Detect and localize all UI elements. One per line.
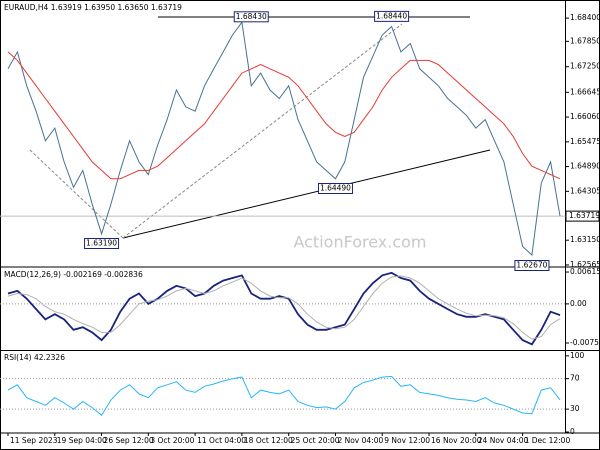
y-tick-label: 0: [570, 427, 575, 436]
x-tick-label: 11 Sep 2023: [10, 436, 58, 445]
y-tick-label: 1.67250: [570, 62, 600, 71]
y-tick-label: 1.66645: [570, 87, 600, 96]
chart-title: EURAUD,H4 1.63919 1.63950 1.63650 1.6371…: [4, 3, 182, 12]
y-tick-label: 100: [570, 351, 585, 360]
x-tick-label: 19 Sep 04:00: [57, 436, 107, 445]
y-tick-label: 1.64890: [570, 162, 600, 171]
y-tick-label: 1.64305: [570, 186, 600, 195]
price-label: 1.63190: [86, 239, 117, 248]
last-price-box: [565, 210, 600, 222]
price-label: 1.68440: [376, 11, 407, 20]
series-line: [7, 21, 561, 257]
watermark: ActionForex.com: [293, 233, 426, 252]
price-label-box: [374, 10, 410, 22]
x-tick-label: 3 Oct 20:00: [150, 436, 194, 445]
trend-line: [122, 149, 491, 239]
y-tick-label: 30: [570, 404, 580, 413]
x-tick-label: 16 Nov 20:00: [431, 436, 482, 445]
y-tick-label: 0.00: [570, 299, 587, 308]
last-price-label: 1.63719: [569, 211, 600, 220]
series-line: [7, 275, 561, 340]
price-label: 1.64490: [320, 184, 351, 193]
y-tick-label: 0.006154: [570, 267, 600, 276]
chart-title: MACD(12,26,9) -0.002169 -0.002836: [4, 270, 143, 279]
chart-title: RSI(14) 42.2326: [4, 353, 65, 362]
x-tick-label: 18 Oct 12:00: [244, 436, 293, 445]
price-label-box: [233, 11, 269, 23]
x-tick-label: 25 Oct 20:00: [291, 436, 340, 445]
x-tick-label: 2 Nov 04:00: [337, 436, 383, 445]
x-tick-label: 1 Dec 12:00: [525, 436, 571, 445]
y-tick-label: 1.67850: [570, 36, 600, 45]
y-tick-label: 1.63150: [570, 235, 600, 244]
y-tick-label: -0.007555: [570, 338, 600, 347]
series-line: [7, 51, 561, 180]
y-tick-label: 1.65475: [570, 137, 600, 146]
y-tick-label: 1.66060: [570, 112, 600, 121]
price-label-box: [514, 260, 550, 271]
y-tick-label: 70: [570, 374, 580, 383]
y-tick-label: 1.62565: [570, 260, 600, 269]
x-tick-label: 26 Sep 12:00: [104, 436, 154, 445]
x-tick-label: 9 Nov 12:00: [384, 436, 430, 445]
y-tick-label: 1.68400: [570, 13, 600, 22]
price-label: 1.62670: [516, 261, 547, 270]
x-tick-label: 11 Oct 04:00: [197, 436, 246, 445]
price-label-box: [84, 238, 120, 249]
price-label: 1.68430: [236, 12, 267, 21]
x-tick-label: 24 Nov 04:00: [478, 436, 529, 445]
channel-line: [29, 149, 124, 239]
series-line: [7, 375, 561, 416]
channel-line: [122, 23, 403, 239]
price-label-box: [317, 183, 353, 194]
